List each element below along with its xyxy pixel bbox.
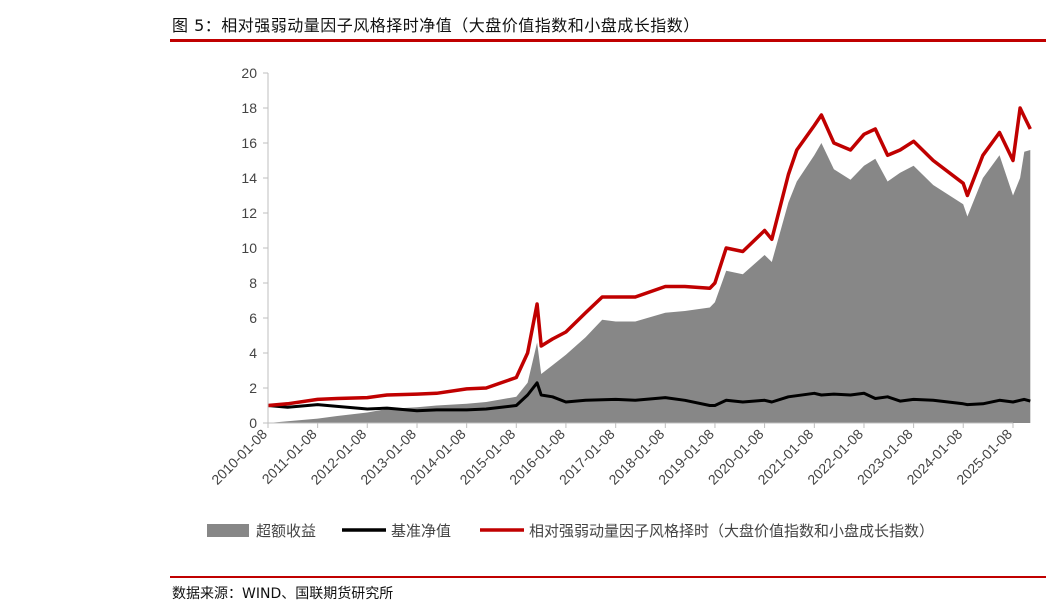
net-value-chart: 024681012141618202010-01-082011-01-08201… bbox=[207, 65, 1032, 540]
y-tick-label: 4 bbox=[249, 345, 257, 361]
y-tick-label: 12 bbox=[241, 205, 257, 221]
legend-label: 超额收益 bbox=[256, 522, 316, 540]
y-tick-label: 8 bbox=[249, 275, 257, 291]
area-layer bbox=[268, 143, 1031, 423]
y-tick-label: 14 bbox=[241, 170, 257, 186]
y-tick-label: 2 bbox=[249, 380, 257, 396]
source-note: 数据来源：WIND、国联期货研究所 bbox=[172, 586, 394, 602]
y-tick-label: 16 bbox=[241, 135, 257, 151]
y-tick-label: 10 bbox=[241, 240, 257, 256]
series-line-strategy bbox=[267, 106, 1032, 408]
chart-legend: 超额收益 基准净值 相对强弱动量因子风格择时（大盘价值指数和小盘成长指数） bbox=[207, 522, 934, 540]
legend-item-strategy: 相对强弱动量因子风格择时（大盘价值指数和小盘成长指数） bbox=[480, 522, 934, 540]
legend-item-excess-return: 超额收益 bbox=[207, 522, 316, 540]
figure-title: 图 5：相对强弱动量因子风格择时净值（大盘价值指数和小盘成长指数） bbox=[172, 16, 700, 35]
top-divider bbox=[170, 39, 1046, 42]
legend-label: 相对强弱动量因子风格择时（大盘价值指数和小盘成长指数） bbox=[529, 522, 934, 540]
y-tick-label: 0 bbox=[249, 415, 257, 431]
y-tick-label: 6 bbox=[249, 310, 257, 326]
y-tick-label: 20 bbox=[241, 65, 257, 81]
legend-item-benchmark: 基准净值 bbox=[342, 522, 451, 540]
line-layer bbox=[267, 106, 1032, 413]
series-line-benchmark bbox=[267, 381, 1031, 413]
legend-label: 基准净值 bbox=[391, 522, 451, 540]
bottom-divider bbox=[170, 576, 1046, 578]
series-area-excess-return bbox=[268, 143, 1031, 423]
y-tick-label: 18 bbox=[241, 100, 257, 116]
legend-swatch bbox=[207, 524, 249, 537]
